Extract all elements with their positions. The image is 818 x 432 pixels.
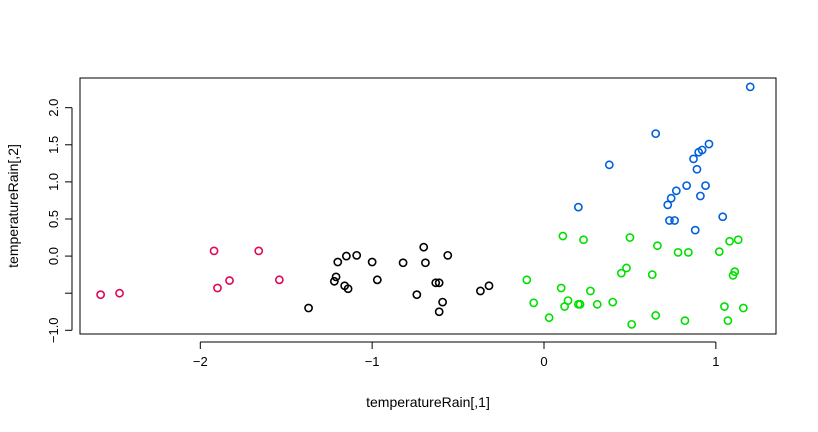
data-point [651, 129, 661, 139]
data-point [529, 298, 539, 308]
data-point [476, 286, 485, 296]
y-axis: −1.0 0.0 0.5 1.0 1.5 2.0 [46, 99, 73, 343]
x-axis: −2 −1 0 1 [193, 341, 719, 369]
data-point [434, 307, 444, 317]
data-point [720, 302, 729, 311]
data-point [331, 272, 341, 282]
data-point [341, 251, 351, 261]
data-point [329, 276, 339, 286]
y-axis-label: temperatureRain[,2] [5, 144, 21, 268]
data-point [730, 267, 740, 277]
data-point [683, 247, 693, 257]
data-point [701, 181, 710, 190]
data-point [274, 275, 284, 285]
data-point [718, 212, 728, 222]
x-axis-label: temperatureRain[,1] [366, 394, 490, 410]
data-point [556, 283, 566, 293]
data-point [673, 247, 683, 257]
data-point [522, 275, 532, 285]
data-point [689, 154, 698, 164]
data-point [96, 290, 106, 300]
data-point [651, 311, 661, 320]
data-point [352, 250, 362, 260]
data-point [575, 299, 585, 309]
data-point [704, 139, 714, 149]
data-point [625, 233, 635, 242]
data-point [563, 296, 573, 306]
data-point [421, 258, 430, 268]
y-tick-label: 0.5 [46, 210, 61, 228]
data-point [573, 202, 583, 212]
data-points [96, 82, 755, 329]
data-point [367, 257, 377, 267]
data-point [608, 297, 618, 307]
y-tick-label: 1.0 [46, 173, 61, 191]
data-point [745, 82, 755, 92]
data-point [665, 216, 674, 225]
y-tick-label: 1.5 [46, 136, 61, 154]
data-point [680, 316, 690, 326]
x-tick-label: 0 [540, 354, 547, 369]
data-point [254, 246, 264, 256]
data-point [682, 181, 692, 190]
data-point [733, 235, 743, 245]
data-point [484, 281, 494, 291]
data-point [225, 276, 234, 285]
data-point [343, 284, 353, 294]
data-point [434, 278, 444, 288]
data-point [443, 250, 453, 260]
data-point [692, 164, 702, 174]
data-point [714, 247, 724, 257]
data-point [304, 303, 313, 313]
data-point [622, 263, 631, 273]
data-point [697, 145, 707, 155]
data-point [723, 316, 733, 326]
x-tick-label: 1 [712, 354, 719, 369]
data-point [666, 193, 676, 203]
y-tick-label: 2.0 [46, 99, 61, 117]
data-point [604, 160, 614, 170]
data-point [544, 313, 554, 323]
data-point [616, 268, 626, 278]
data-point [579, 235, 588, 245]
data-point [115, 288, 124, 298]
y-tick-label: 0.0 [46, 247, 61, 265]
data-point [372, 275, 382, 285]
plot-frame [79, 77, 777, 335]
data-point [213, 283, 222, 293]
data-point [333, 257, 343, 267]
data-point [725, 236, 734, 246]
data-point [398, 258, 408, 268]
data-point [419, 242, 429, 252]
data-point [738, 303, 748, 313]
data-point [670, 216, 680, 225]
data-point [592, 299, 602, 309]
data-point [431, 278, 441, 288]
data-point [412, 290, 422, 300]
data-point [586, 286, 595, 296]
x-tick-label: −2 [193, 354, 208, 369]
data-point [209, 246, 219, 256]
data-point [653, 241, 662, 251]
data-point [438, 297, 448, 307]
data-point [627, 319, 637, 329]
data-point [558, 231, 568, 241]
y-tick-label: −1.0 [46, 317, 61, 343]
data-point [647, 270, 657, 280]
data-point [690, 225, 700, 235]
data-point [671, 186, 681, 196]
data-point [663, 200, 673, 210]
x-tick-label: −1 [365, 354, 380, 369]
data-point [695, 191, 705, 201]
